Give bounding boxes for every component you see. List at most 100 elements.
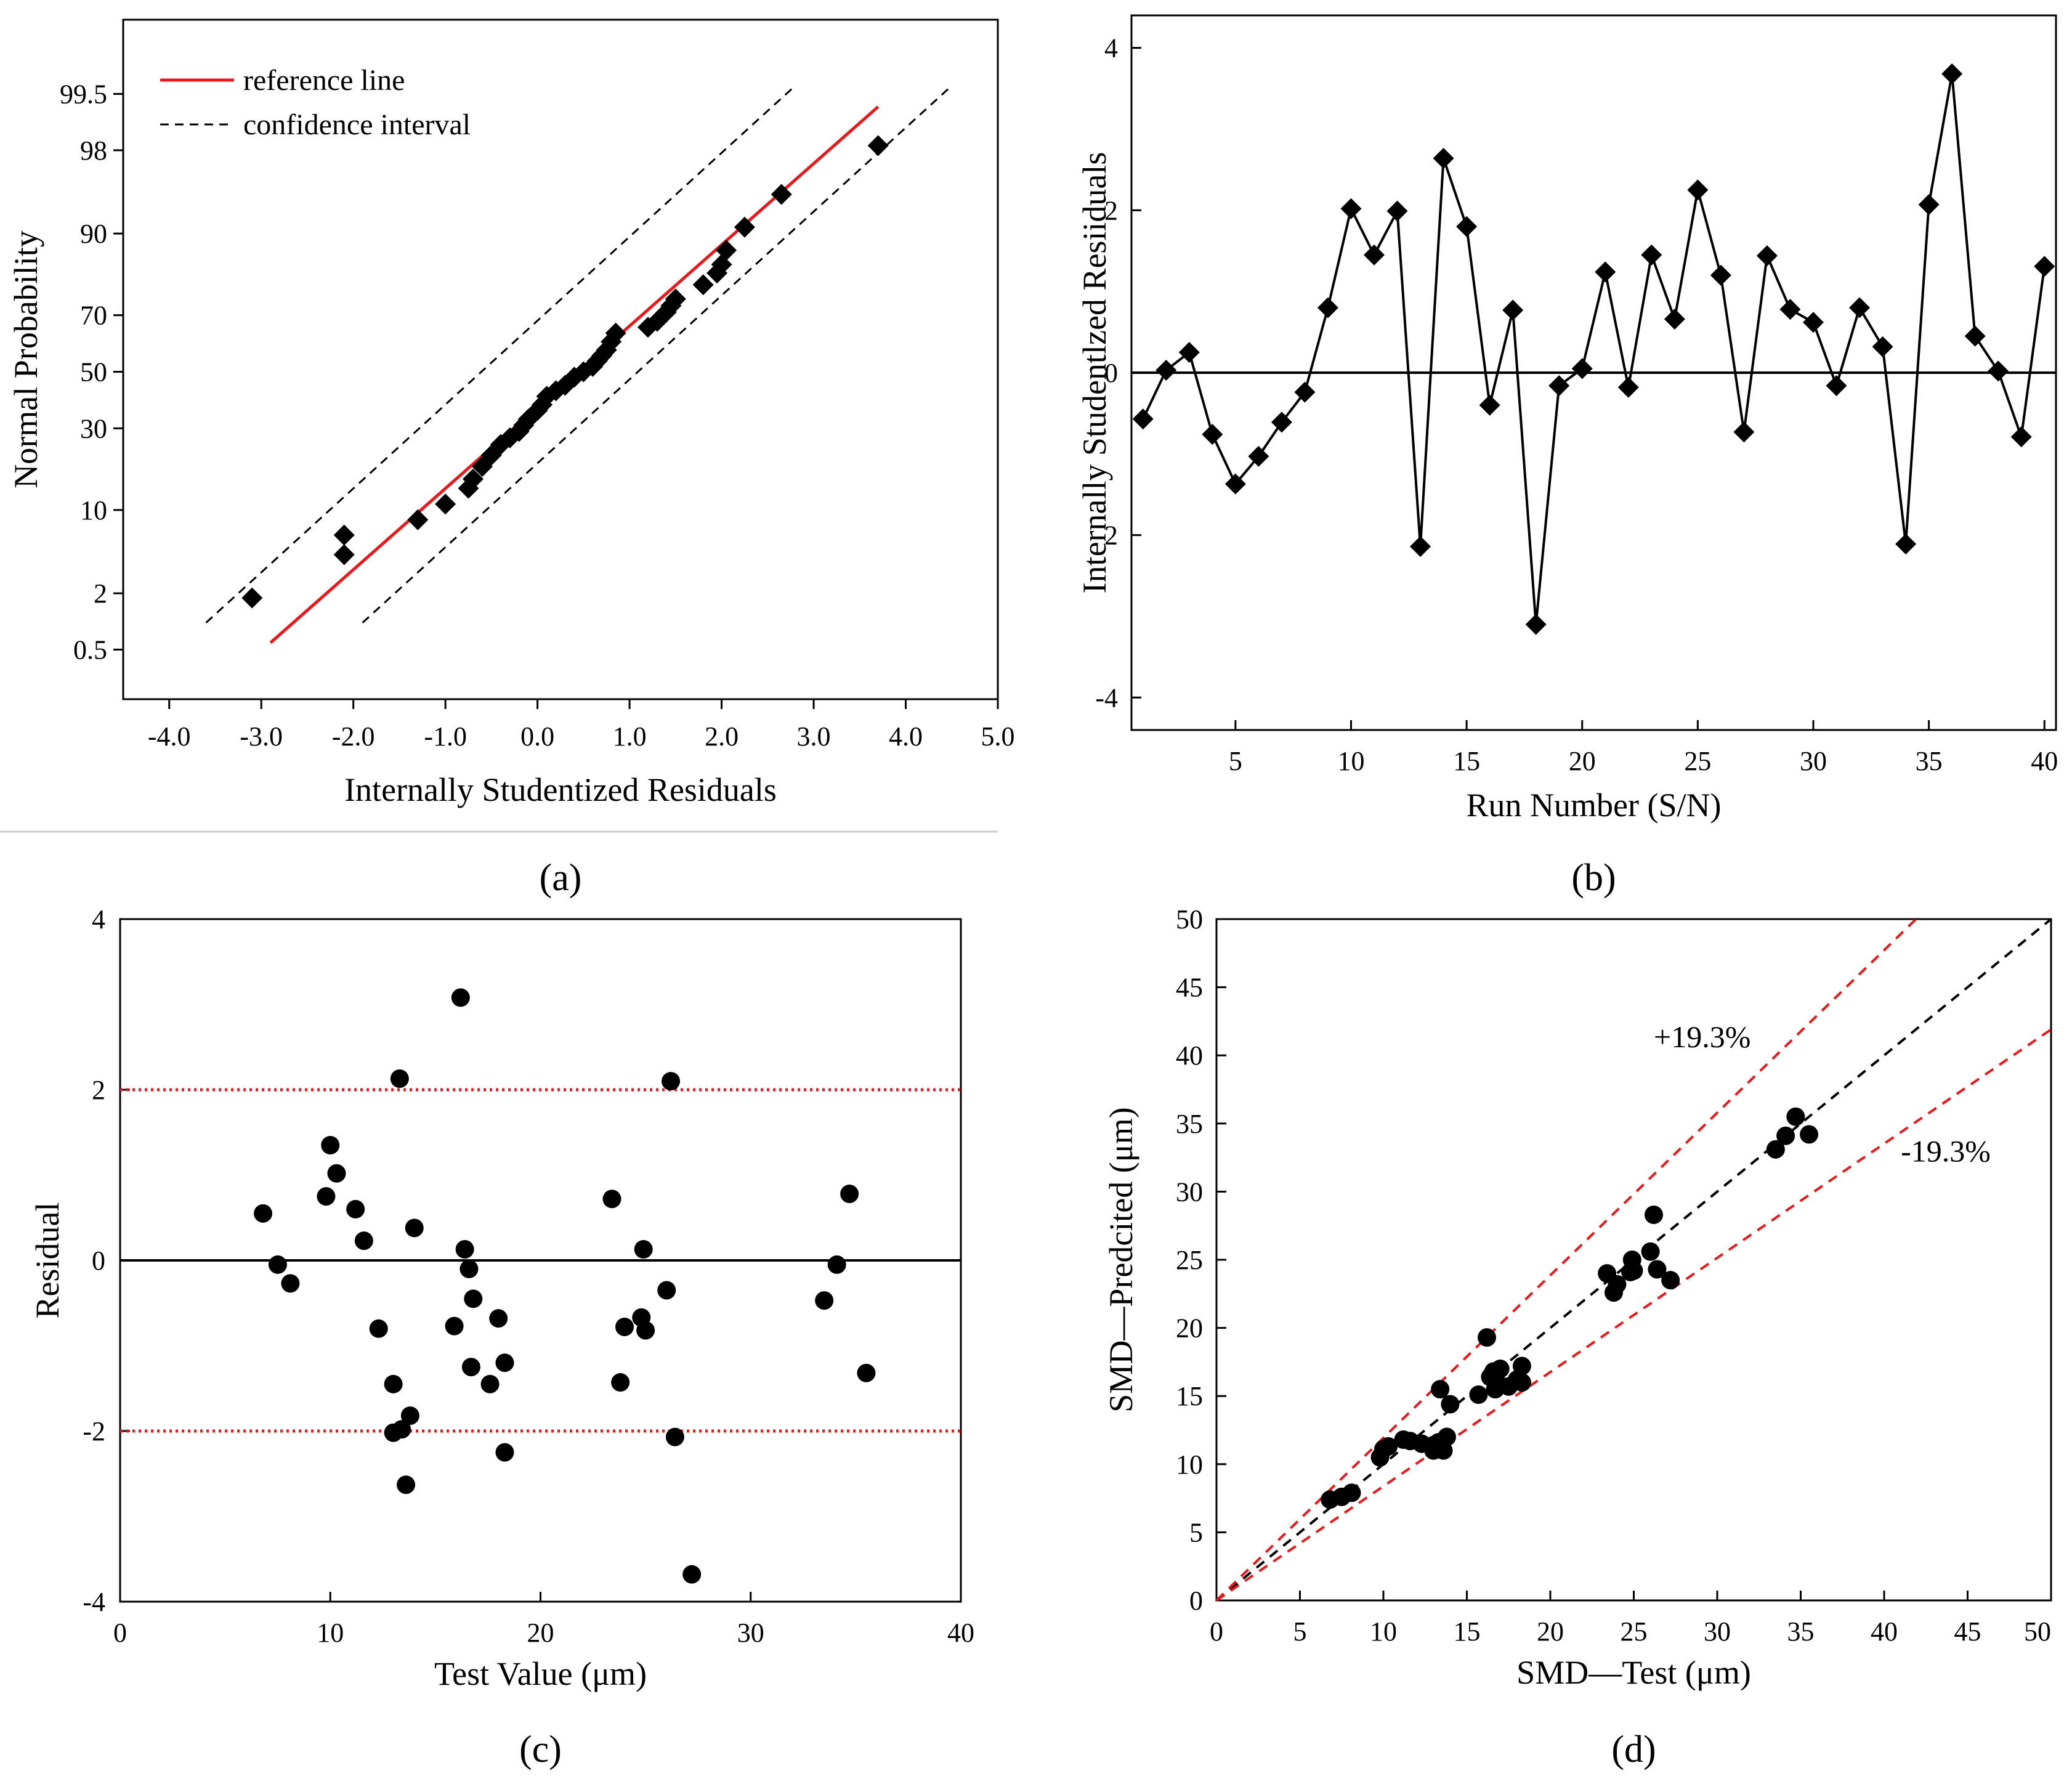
- data-point: [1802, 312, 1824, 333]
- data-point: [1595, 261, 1616, 283]
- y-tick-label: 0.5: [73, 635, 107, 665]
- panel-c-residual-vs-test-value: 0 10 20 30 40 -4 -2 0 2 4 Test Value (μm) Residual (…: [29, 904, 974, 1770]
- x-tick-label: 0: [113, 1618, 127, 1648]
- data-point: [1988, 360, 2009, 382]
- x-tick-label: 30: [737, 1618, 764, 1648]
- data-point: [321, 1136, 340, 1155]
- data-point: [369, 1319, 388, 1338]
- data-point: [390, 1069, 409, 1088]
- x-tick-label: 0: [1210, 1616, 1223, 1647]
- data-point: [1248, 445, 1269, 467]
- data-point: [692, 274, 714, 296]
- data-point: [495, 1353, 514, 1373]
- data-point: [455, 1239, 474, 1259]
- y-tick-label: 2: [92, 1075, 105, 1105]
- lower-bound-annotation: -19.3%: [1901, 1134, 1991, 1169]
- x-tick-label: 20: [1569, 746, 1596, 776]
- x-tick-label: 2.0: [705, 721, 739, 752]
- x-tick-label: 10: [317, 1618, 344, 1648]
- y-tick-label: 10: [80, 495, 107, 525]
- x-tick-label: -2.0: [332, 721, 375, 752]
- y-tick-label: -4: [83, 1587, 105, 1617]
- x-tick-label: 5.0: [981, 721, 1015, 752]
- data-point: [1178, 342, 1200, 363]
- y-tick-label: 15: [1176, 1381, 1203, 1411]
- data-point: [1478, 1328, 1497, 1347]
- data-point: [459, 1259, 479, 1278]
- y-tick-label: 30: [80, 413, 107, 444]
- data-point: [1364, 244, 1385, 266]
- x-tick-label: 50: [2024, 1616, 2051, 1647]
- data-point: [445, 1316, 464, 1336]
- data-point: [1441, 1395, 1460, 1414]
- y-axis-label: SMD—Predcited (μm): [1103, 1107, 1139, 1412]
- y-axis-label: Normal Probability: [7, 230, 44, 488]
- data-point: [840, 1184, 859, 1203]
- data-point: [1710, 264, 1731, 286]
- data-point: [1469, 1385, 1488, 1404]
- data-point: [1776, 1126, 1795, 1145]
- data-point: [1800, 1125, 1819, 1144]
- x-tick-label: -4.0: [148, 721, 191, 752]
- data-point: [346, 1199, 365, 1218]
- confidence-line-lower: [362, 85, 953, 623]
- y-tick-label: 70: [80, 301, 107, 331]
- y-tick-label: 0: [1189, 1586, 1203, 1616]
- data-point: [665, 1427, 684, 1446]
- data-point: [1342, 1483, 1361, 1502]
- x-tick-label: 40: [947, 1618, 974, 1648]
- y-tick-label: 50: [80, 357, 107, 387]
- x-tick-label: 4.0: [889, 721, 923, 752]
- data-point: [463, 468, 484, 490]
- data-point: [1641, 1242, 1660, 1261]
- data-point: [1379, 1437, 1398, 1456]
- data-point: [435, 493, 456, 515]
- data-point: [1779, 299, 1801, 320]
- data-point: [1512, 1373, 1531, 1392]
- panel-label: (d): [1611, 1729, 1656, 1770]
- data-point: [1687, 179, 1709, 201]
- data-point: [827, 1255, 846, 1274]
- data-point: [1895, 533, 1917, 555]
- data-point: [605, 322, 626, 344]
- data-point: [1456, 216, 1478, 237]
- data-point: [1502, 299, 1524, 321]
- data-point: [815, 1291, 834, 1310]
- x-tick-label: -3.0: [240, 721, 283, 752]
- x-tick-label: 45: [1954, 1616, 1981, 1647]
- data-point: [1571, 358, 1593, 379]
- data-point: [1437, 1427, 1456, 1446]
- data-point: [451, 988, 470, 1007]
- upper-bound-line: [1215, 918, 1917, 1602]
- lower-bound-line: [1215, 1028, 2052, 1602]
- x-tick-label: 5: [1229, 746, 1242, 776]
- x-tick-label: 15: [1454, 1616, 1481, 1647]
- confidence-line-upper: [205, 85, 796, 623]
- data-point: [615, 1318, 634, 1337]
- x-tick-label: 30: [1704, 1616, 1731, 1647]
- x-tick-label: 20: [1537, 1616, 1564, 1647]
- data-point: [1617, 376, 1639, 398]
- data-point: [857, 1363, 876, 1382]
- data-point: [1294, 381, 1316, 403]
- x-tick-label: 30: [1800, 746, 1827, 776]
- data-point: [1786, 1107, 1805, 1126]
- data-point: [1512, 1356, 1531, 1376]
- legend-label-reference: reference line: [243, 64, 405, 97]
- series-line: [1141, 73, 2046, 625]
- x-tick-label: 25: [1684, 746, 1711, 776]
- legend-label-confidence: confidence interval: [243, 108, 471, 141]
- data-point: [682, 1565, 702, 1584]
- y-tick-label: -2: [1095, 521, 1118, 551]
- data-point: [1431, 1380, 1450, 1399]
- data-point: [1317, 297, 1338, 318]
- y-tick-label: 2: [94, 578, 107, 609]
- x-axis-label: Run Number (S/N): [1467, 787, 1722, 824]
- data-point: [1491, 1359, 1510, 1378]
- data-point: [1479, 394, 1500, 416]
- x-tick-label: 35: [1787, 1616, 1815, 1647]
- data-point: [317, 1187, 336, 1206]
- y-tick-label: 50: [1176, 904, 1203, 935]
- data-point: [602, 1190, 621, 1209]
